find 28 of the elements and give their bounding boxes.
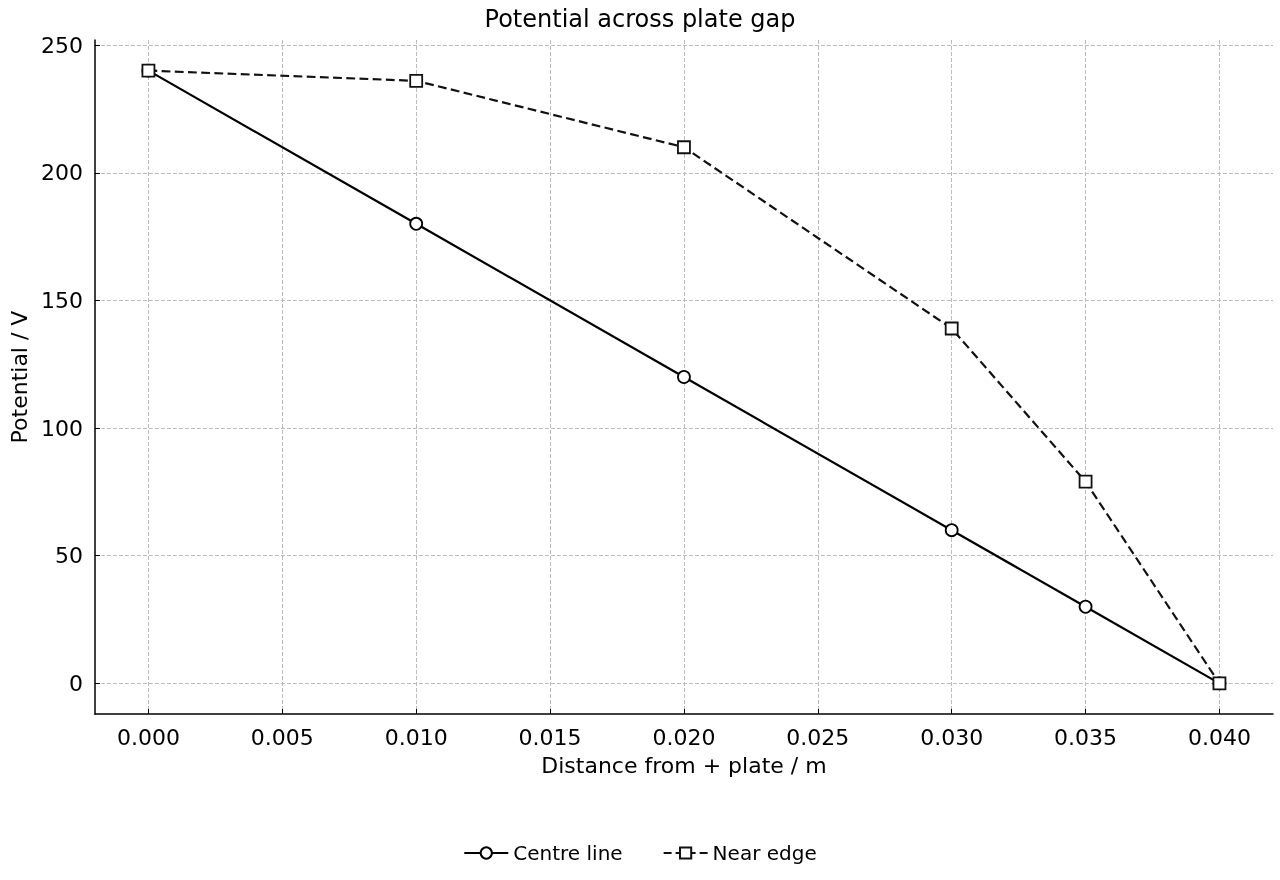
y-axis-title: Potential / V bbox=[6, 310, 32, 444]
y-tick-label: 0 bbox=[68, 670, 83, 696]
y-tick-label: 200 bbox=[40, 160, 83, 186]
x-tick-label: 0.025 bbox=[786, 724, 850, 750]
y-tick-label: 150 bbox=[40, 287, 83, 313]
x-tick-label: 0.030 bbox=[920, 724, 984, 750]
point bbox=[677, 370, 691, 384]
x-tick-label: 0.020 bbox=[652, 724, 716, 750]
x-tick-label: 0.010 bbox=[384, 724, 448, 750]
x-axis-title: Distance from + plate / m bbox=[541, 752, 827, 778]
point bbox=[944, 321, 959, 336]
y-tick-label: 100 bbox=[40, 415, 83, 441]
y-tick-label: 250 bbox=[40, 32, 83, 58]
y-tick-label: 50 bbox=[54, 543, 83, 569]
x-tick-label: 0.000 bbox=[116, 724, 180, 750]
x-tick-label: 0.015 bbox=[518, 724, 582, 750]
x-tick-label: 0.040 bbox=[1187, 724, 1251, 750]
legend-label: Centre line bbox=[513, 841, 623, 865]
point bbox=[944, 523, 959, 538]
point bbox=[677, 140, 691, 155]
legend-label: Near edge bbox=[712, 841, 817, 865]
x-tick-label: 0.005 bbox=[250, 724, 314, 750]
x-tick-label: 0.035 bbox=[1054, 724, 1118, 750]
chart-title: Potential across plate gap bbox=[484, 5, 796, 33]
point bbox=[409, 73, 424, 88]
point bbox=[1078, 474, 1093, 489]
point bbox=[1078, 599, 1093, 614]
point bbox=[409, 216, 424, 231]
